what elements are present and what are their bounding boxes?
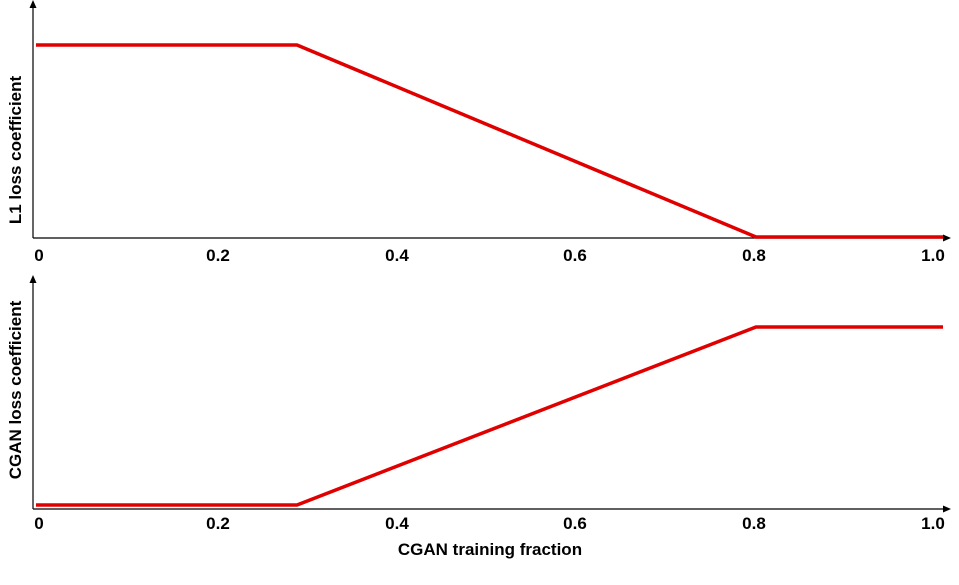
x-axis-title: CGAN training fraction	[398, 540, 582, 559]
bottom-series-line	[36, 325, 943, 507]
bottom-x-axis-arrow	[943, 505, 951, 513]
top-panel: 0 0.2 0.4 0.6 0.8 1.0 L1 loss coefficien…	[6, 0, 951, 265]
bottom-x-tick-label: 0.8	[742, 514, 766, 533]
bottom-x-tick-label: 0.6	[563, 514, 587, 533]
top-x-tick-label: 1.0	[921, 246, 945, 265]
bottom-x-tick-label: 0.2	[206, 514, 230, 533]
top-x-tick-label: 0.2	[206, 246, 230, 265]
bottom-y-axis-title: CGAN loss coefficient	[6, 300, 25, 479]
top-y-axis-arrow	[29, 0, 37, 8]
bottom-panel: 0 0.2 0.4 0.6 0.8 1.0 CGAN loss coeffici…	[6, 275, 951, 559]
bottom-x-tick-label: 0	[34, 514, 43, 533]
bottom-x-tick-label: 0.4	[385, 514, 409, 533]
bottom-y-axis-arrow	[29, 275, 37, 283]
top-x-tick-label: 0.8	[742, 246, 766, 265]
bottom-x-tick-label: 1.0	[921, 514, 945, 533]
top-series-line	[36, 43, 943, 239]
top-y-axis-title: L1 loss coefficient	[6, 76, 25, 225]
top-x-tick-label: 0	[34, 246, 43, 265]
top-x-axis-arrow	[943, 234, 951, 242]
top-x-tick-label: 0.6	[563, 246, 587, 265]
top-x-tick-label: 0.4	[385, 246, 409, 265]
